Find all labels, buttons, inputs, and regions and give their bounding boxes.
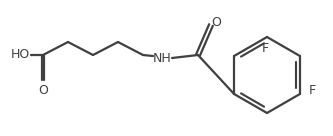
Text: F: F [309,84,316,98]
Text: HO: HO [10,49,30,61]
Text: O: O [38,84,48,97]
Text: O: O [211,16,221,30]
Text: NH: NH [153,52,171,64]
Text: F: F [261,41,268,55]
